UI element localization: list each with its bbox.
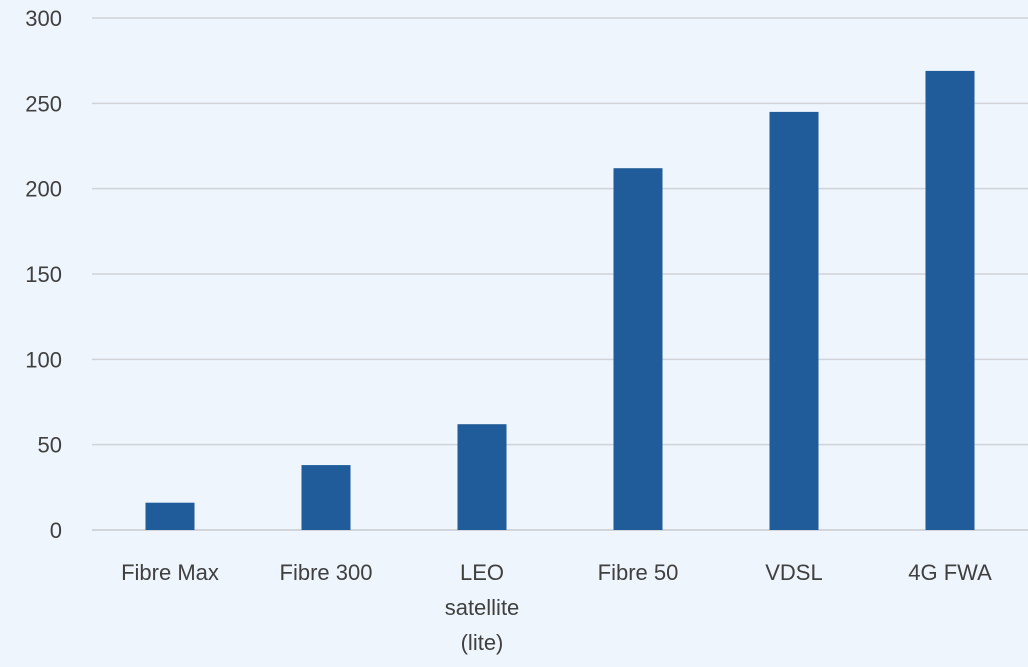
y-tick-label: 150	[25, 262, 62, 287]
x-category-label: LEO satellite (lite)	[445, 560, 520, 655]
x-category-label-line: VDSL	[765, 560, 822, 585]
bar-4g-fwa	[925, 70, 975, 531]
bar-fibre-300	[301, 465, 351, 530]
x-category-label: Fibre Max	[121, 560, 219, 585]
x-axis-category-labels: Fibre Max Fibre 300 LEO satellite (lite) Fibr…	[121, 560, 992, 655]
x-category-label: 4G FWA	[908, 560, 992, 585]
x-category-label: Fibre 50	[598, 560, 679, 585]
bars	[145, 70, 975, 531]
y-tick-label: 0	[50, 518, 62, 543]
x-category-label-line: Fibre 50	[598, 560, 679, 585]
bar-vdsl	[769, 111, 819, 531]
y-axis-tick-labels: 0 50 100 150 200 250 300	[25, 6, 62, 543]
y-tick-label: 300	[25, 6, 62, 31]
y-tick-label: 100	[25, 347, 62, 372]
x-category-label-line: satellite	[445, 595, 520, 620]
x-category-label: Fibre 300	[280, 560, 373, 585]
bar-fibre-max	[145, 502, 195, 530]
bar-fibre-50	[613, 168, 663, 530]
x-category-label-line: Fibre 300	[280, 560, 373, 585]
x-category-label-line: 4G FWA	[908, 560, 992, 585]
x-category-label-line: LEO	[460, 560, 504, 585]
y-tick-label: 250	[25, 91, 62, 116]
gridlines	[92, 17, 1028, 531]
y-tick-label: 200	[25, 177, 62, 202]
x-category-label: VDSL	[765, 560, 822, 585]
x-category-label-line: Fibre Max	[121, 560, 219, 585]
bar-leo-satellite-lite	[457, 424, 507, 530]
y-tick-label: 50	[38, 433, 62, 458]
x-category-label-line: (lite)	[461, 630, 504, 655]
